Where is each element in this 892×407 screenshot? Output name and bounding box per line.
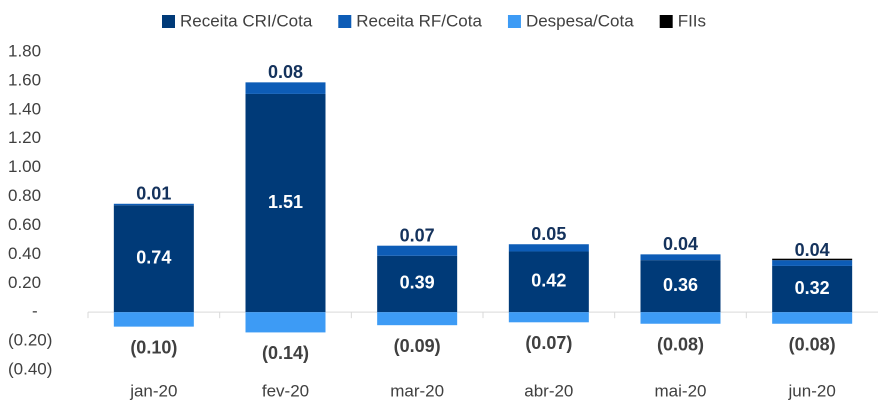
bar-segment xyxy=(772,265,853,313)
y-tick-label: 0.80 xyxy=(8,186,41,205)
legend-label: FIIs xyxy=(678,11,706,30)
bar-segment xyxy=(113,205,194,313)
legend-swatch xyxy=(338,15,352,28)
y-tick-label: (0.20) xyxy=(8,331,52,350)
data-label: (0.08) xyxy=(789,334,836,354)
data-label: 0.42 xyxy=(531,271,566,291)
data-label: 0.04 xyxy=(663,234,698,254)
bar-segment xyxy=(377,245,458,256)
x-tick-label: jan-20 xyxy=(129,381,177,400)
data-label: 0.04 xyxy=(795,240,830,260)
data-label: (0.08) xyxy=(657,334,704,354)
x-tick-label: jun-20 xyxy=(788,381,836,400)
legend-swatch xyxy=(507,15,521,28)
legend-swatch xyxy=(162,15,175,28)
y-tick-label: 1.60 xyxy=(8,70,41,89)
y-tick-label: 1.40 xyxy=(8,99,41,118)
data-label: 0.74 xyxy=(136,247,171,267)
bar-segment xyxy=(245,312,326,333)
bar-segment xyxy=(245,82,326,94)
legend-label: Receita RF/Cota xyxy=(356,11,482,30)
y-tick-label: 0.40 xyxy=(8,244,41,263)
bar-segment xyxy=(377,312,458,326)
bar-segment xyxy=(508,312,589,323)
x-tick-label: mar-20 xyxy=(390,381,444,400)
y-tick-label: 1.20 xyxy=(8,128,41,147)
y-tick-label: 1.00 xyxy=(8,157,41,176)
data-label: 0.39 xyxy=(400,273,435,293)
legend-label: Despesa/Cota xyxy=(526,11,634,30)
x-tick-label: mai-20 xyxy=(655,381,707,400)
bar-segment xyxy=(772,260,853,266)
bar-segment xyxy=(640,312,721,324)
data-label: 0.05 xyxy=(531,224,566,244)
data-label: 0.07 xyxy=(400,225,435,245)
y-tick-label: 0.20 xyxy=(8,273,41,292)
bar-segment xyxy=(640,254,721,261)
legend-swatch xyxy=(659,15,673,28)
bar-segment xyxy=(772,312,853,324)
legend-label: Receita CRI/Cota xyxy=(180,11,313,30)
bar-segment xyxy=(508,251,589,313)
bar-segment xyxy=(113,312,194,327)
data-label: 1.51 xyxy=(268,192,303,212)
data-label: (0.10) xyxy=(130,337,177,357)
bar-segment xyxy=(245,93,326,313)
data-label: (0.09) xyxy=(394,336,441,356)
data-label: 0.32 xyxy=(795,278,830,298)
x-tick-label: abr-20 xyxy=(524,381,573,400)
data-label: (0.14) xyxy=(262,343,309,363)
bar-segment xyxy=(113,203,194,206)
data-label: 0.08 xyxy=(268,62,303,82)
x-tick-label: fev-20 xyxy=(262,381,309,400)
y-tick-label: 1.80 xyxy=(8,41,41,60)
bar-segment xyxy=(640,260,721,313)
data-label: (0.07) xyxy=(525,333,572,353)
data-label: 0.36 xyxy=(663,275,698,295)
bar-segment xyxy=(377,255,458,313)
bar-segment xyxy=(772,258,853,261)
y-tick-label: 0.60 xyxy=(8,215,41,234)
y-tick-label: (0.40) xyxy=(8,359,52,378)
bar-segment xyxy=(508,244,589,252)
data-label: 0.01 xyxy=(136,184,171,204)
y-tick-label: - xyxy=(32,302,38,321)
